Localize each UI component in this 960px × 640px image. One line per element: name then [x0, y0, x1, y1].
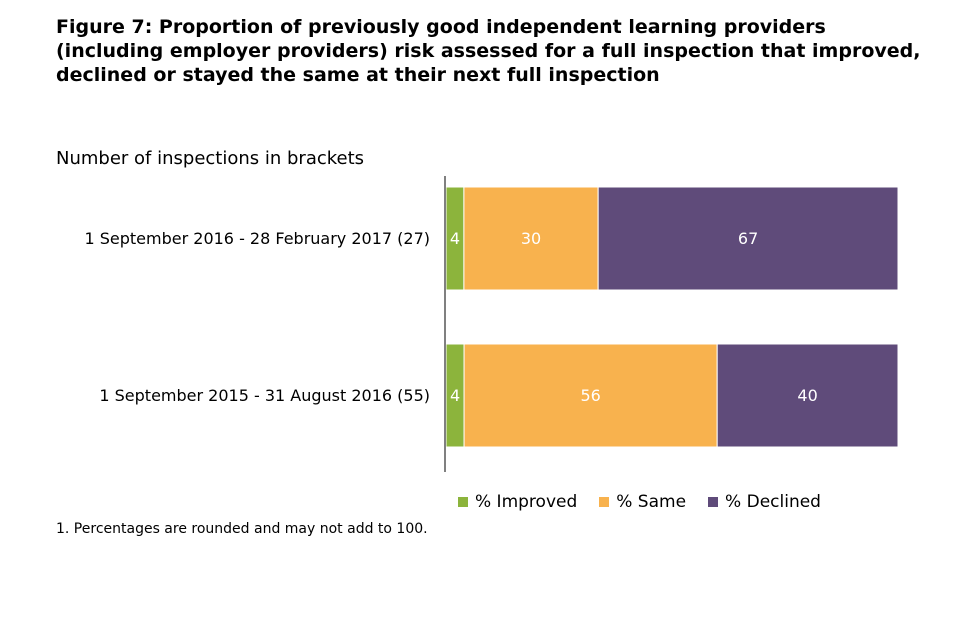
data-label: 67: [738, 229, 758, 248]
category-label: 1 September 2016 - 28 February 2017 (27): [84, 229, 430, 248]
legend-swatch: [708, 497, 719, 507]
data-label: 4: [450, 386, 460, 405]
data-label: 40: [797, 386, 817, 405]
legend-swatch: [458, 497, 468, 507]
data-label: 4: [450, 229, 460, 248]
data-label: 30: [521, 229, 541, 248]
chart-title: Figure 7: Proportion of previously good …: [56, 16, 921, 86]
legend-item: % Improved: [458, 492, 577, 512]
legend-item: % Declined: [708, 492, 821, 512]
legend-swatch: [599, 497, 610, 507]
data-label: 56: [580, 386, 600, 405]
bar-segment: [597, 186, 899, 291]
chart-legend: % Improved % Same % Declined: [458, 492, 843, 512]
bar-segment: [463, 186, 599, 291]
legend-label: % Same: [616, 492, 687, 512]
category-label: 1 September 2015 - 31 August 2016 (55): [99, 386, 430, 405]
legend-label: % Declined: [725, 492, 821, 512]
bar-segment: [716, 343, 899, 448]
bar-segment: [463, 343, 718, 448]
chart-footnote: 1. Percentages are rounded and may not a…: [56, 521, 428, 537]
legend-label: % Improved: [475, 492, 578, 512]
chart-subtitle: Number of inspections in brackets: [56, 148, 365, 169]
legend-item: % Same: [599, 492, 686, 512]
